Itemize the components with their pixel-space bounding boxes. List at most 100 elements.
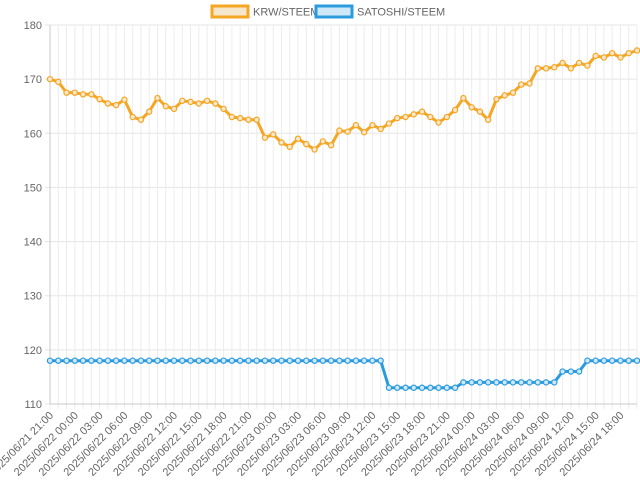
data-point[interactable] [121,96,128,103]
data-point[interactable] [96,95,103,103]
data-point[interactable] [327,357,335,364]
data-point[interactable] [484,379,492,386]
data-point[interactable] [427,113,434,121]
data-point[interactable] [360,357,368,364]
data-point[interactable] [394,384,401,391]
data-point[interactable] [418,108,426,115]
data-point[interactable] [336,127,343,134]
data-point[interactable] [220,105,227,113]
data-point[interactable] [146,357,153,364]
data-point[interactable] [418,384,426,391]
data-point[interactable] [369,121,376,129]
data-point[interactable] [112,101,120,109]
data-point[interactable] [559,368,566,375]
data-point[interactable] [46,357,54,364]
legend-item-krw-steem[interactable]: KRW/STEEM [210,4,319,19]
data-point[interactable] [154,357,161,364]
data-point[interactable] [261,357,269,364]
data-point[interactable] [112,357,120,364]
data-point[interactable] [162,357,169,364]
data-point[interactable] [170,357,178,364]
data-point[interactable] [88,91,95,98]
data-point[interactable] [303,357,310,364]
data-point[interactable] [468,104,475,111]
data-point[interactable] [385,384,393,391]
data-point[interactable] [501,379,508,386]
data-point[interactable] [443,384,451,391]
data-point[interactable] [236,357,244,364]
data-point[interactable] [270,357,277,364]
data-point[interactable] [377,125,384,133]
data-point[interactable] [88,357,95,364]
data-point[interactable] [228,357,236,364]
data-point[interactable] [435,119,442,126]
data-point[interactable] [534,65,541,72]
data-point[interactable] [633,47,640,54]
data-point[interactable] [625,357,632,364]
data-point[interactable] [129,357,136,364]
data-point[interactable] [518,81,525,88]
data-point[interactable] [195,357,203,364]
data-point[interactable] [410,384,417,391]
data-point[interactable] [71,357,79,364]
data-point[interactable] [476,379,484,386]
data-point[interactable] [319,357,327,364]
data-point[interactable] [46,75,54,83]
data-point[interactable] [451,106,459,114]
data-point[interactable] [592,52,599,60]
data-point[interactable] [121,357,128,364]
data-point[interactable] [212,357,219,364]
data-point[interactable] [311,357,318,364]
data-point[interactable] [79,91,87,98]
data-point[interactable] [179,97,186,105]
data-point[interactable] [377,357,384,364]
data-point[interactable] [96,357,103,364]
data-point[interactable] [137,357,145,364]
data-point[interactable] [617,357,624,364]
data-point[interactable] [369,357,376,364]
data-point[interactable] [600,54,608,61]
data-point[interactable] [493,379,500,386]
data-point[interactable] [253,357,260,364]
data-point[interactable] [608,49,616,57]
data-point[interactable] [402,113,409,121]
data-point[interactable] [63,89,70,96]
data-point[interactable] [253,116,260,123]
data-point[interactable] [625,49,632,57]
legend-item-satoshi-steem[interactable]: SATOSHI/STEEM [314,4,445,19]
data-point[interactable] [608,357,616,364]
data-point[interactable] [170,105,178,113]
data-point[interactable] [460,379,467,386]
data-point[interactable] [551,64,558,71]
data-point[interactable] [336,357,343,364]
data-point[interactable] [567,65,575,72]
data-point[interactable] [63,357,70,364]
data-point[interactable] [484,116,492,123]
data-point[interactable] [294,357,302,364]
data-point[interactable] [460,94,467,102]
data-point[interactable] [526,379,533,386]
data-point[interactable] [385,120,393,127]
data-point[interactable] [402,384,409,391]
data-point[interactable] [394,114,401,122]
data-point[interactable] [501,92,508,99]
data-point[interactable] [245,116,252,123]
data-point[interactable] [278,357,285,364]
data-point[interactable] [79,357,87,364]
data-point[interactable] [410,111,417,118]
data-point[interactable] [187,357,194,364]
data-point[interactable] [236,114,244,122]
data-point[interactable] [575,59,583,67]
data-point[interactable] [327,141,335,149]
data-point[interactable] [303,140,310,148]
data-point[interactable] [270,131,277,138]
data-point[interactable] [137,116,145,123]
data-point[interactable] [443,113,451,121]
data-point[interactable] [518,379,525,386]
data-point[interactable] [104,357,112,364]
data-point[interactable] [534,379,541,386]
data-point[interactable] [509,89,517,96]
data-point[interactable] [286,357,293,364]
data-point[interactable] [567,368,575,375]
data-point[interactable] [476,108,484,115]
